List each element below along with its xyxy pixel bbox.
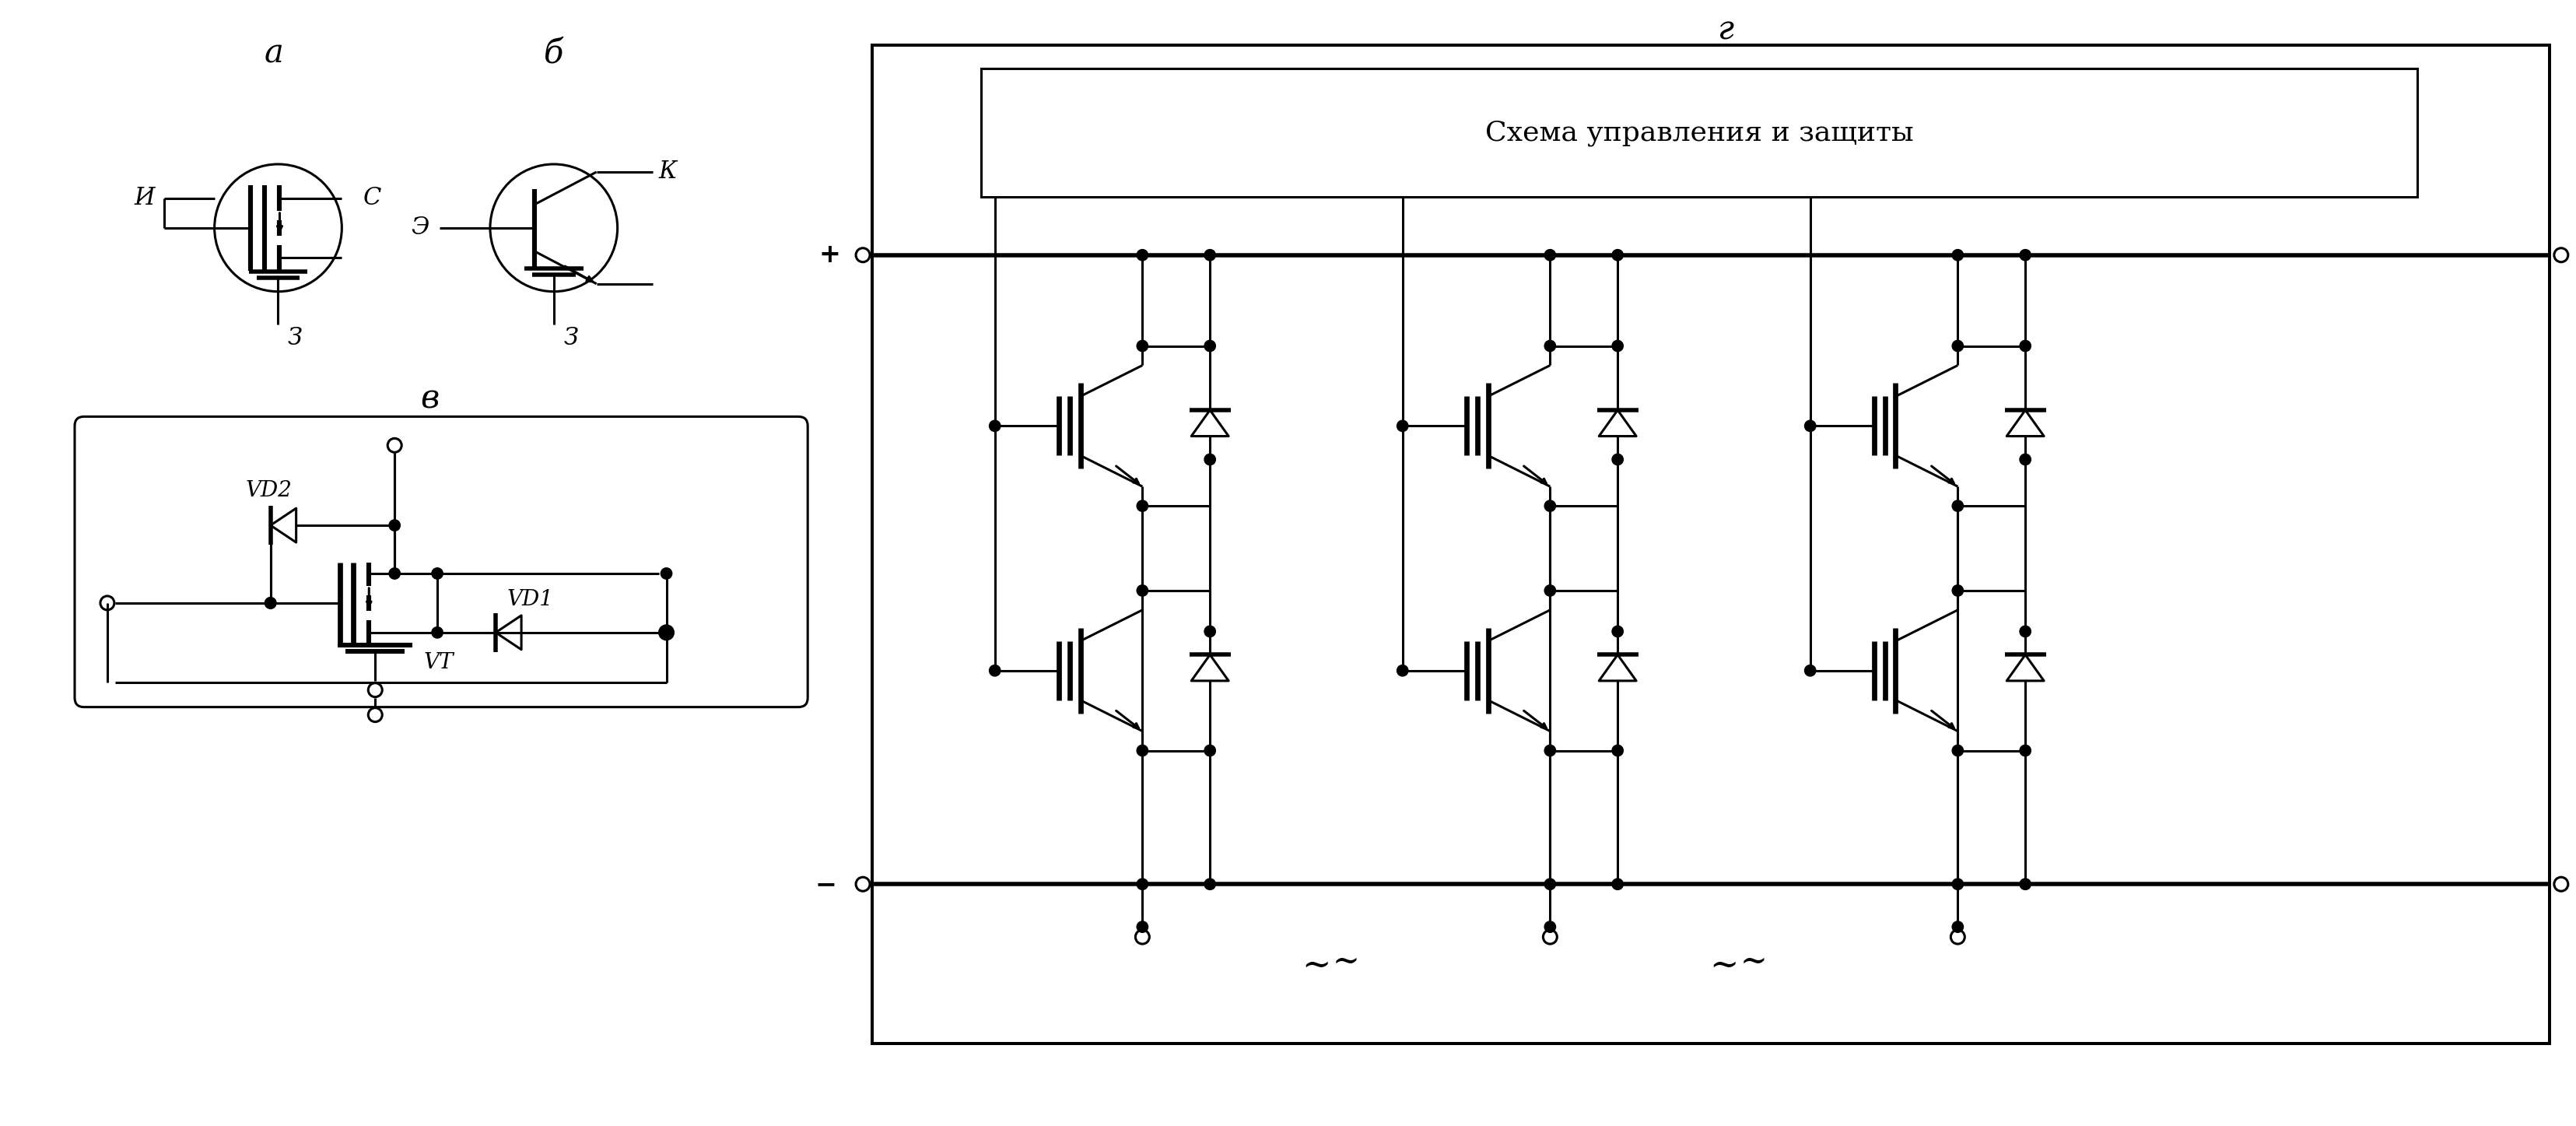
Circle shape (1613, 878, 1623, 890)
Circle shape (265, 598, 276, 608)
Circle shape (1136, 340, 1149, 351)
Text: +: + (819, 242, 840, 268)
Circle shape (2020, 340, 2030, 351)
Circle shape (1953, 921, 1963, 932)
Circle shape (989, 665, 999, 676)
Text: г: г (1718, 14, 1734, 46)
Circle shape (1136, 586, 1149, 596)
Text: VD2: VD2 (245, 480, 291, 501)
Circle shape (1136, 745, 1149, 757)
Circle shape (1613, 745, 1623, 757)
Text: И: И (134, 186, 155, 211)
Text: Э: Э (412, 216, 430, 240)
Text: ~: ~ (1710, 949, 1739, 983)
Circle shape (1203, 745, 1216, 757)
Circle shape (1543, 921, 1556, 932)
Text: ~: ~ (1332, 946, 1360, 978)
Circle shape (1136, 921, 1149, 932)
Text: в: в (420, 383, 438, 415)
Circle shape (1613, 454, 1623, 465)
Text: б: б (544, 37, 564, 70)
Circle shape (1396, 420, 1406, 431)
Text: ~: ~ (1301, 949, 1332, 983)
Text: К: К (659, 160, 677, 184)
Text: а: а (265, 37, 283, 70)
Circle shape (1953, 340, 1963, 351)
Circle shape (1613, 250, 1623, 260)
Circle shape (1543, 500, 1556, 511)
Circle shape (1953, 878, 1963, 890)
Circle shape (659, 568, 672, 579)
Text: VT: VT (422, 652, 453, 673)
Circle shape (433, 568, 443, 579)
Circle shape (1136, 500, 1149, 511)
Text: −: − (814, 872, 837, 897)
Bar (981, 69, 2416, 197)
Text: Схема управления и защиты: Схема управления и защиты (1484, 119, 1914, 146)
Circle shape (1136, 878, 1149, 890)
Circle shape (2020, 626, 2030, 637)
Circle shape (1613, 340, 1623, 351)
Circle shape (389, 520, 399, 531)
Circle shape (2020, 745, 2030, 757)
Circle shape (1953, 586, 1963, 596)
Text: З: З (289, 327, 301, 350)
Circle shape (1203, 878, 1216, 890)
Circle shape (1953, 250, 1963, 260)
Circle shape (1203, 250, 1216, 260)
Circle shape (1203, 454, 1216, 465)
Circle shape (659, 627, 672, 638)
Circle shape (1543, 745, 1556, 757)
Circle shape (1803, 420, 1816, 431)
Text: VD1: VD1 (507, 589, 554, 610)
Text: З: З (564, 327, 577, 350)
Circle shape (2020, 250, 2030, 260)
Circle shape (2020, 878, 2030, 890)
Text: ~: ~ (1739, 946, 1767, 978)
Bar (871, 45, 2548, 1044)
Circle shape (2020, 454, 2030, 465)
Circle shape (1803, 665, 1816, 676)
Circle shape (1543, 250, 1556, 260)
Circle shape (265, 598, 276, 608)
Circle shape (1203, 340, 1216, 351)
Circle shape (1953, 500, 1963, 511)
Circle shape (1543, 878, 1556, 890)
Circle shape (389, 568, 399, 579)
Circle shape (1543, 340, 1556, 351)
Circle shape (1543, 586, 1556, 596)
Circle shape (989, 420, 999, 431)
Text: С: С (363, 186, 381, 211)
Circle shape (1613, 626, 1623, 637)
Circle shape (433, 627, 443, 638)
Circle shape (1203, 626, 1216, 637)
Circle shape (1953, 745, 1963, 757)
Circle shape (1136, 250, 1149, 260)
Circle shape (1396, 665, 1406, 676)
